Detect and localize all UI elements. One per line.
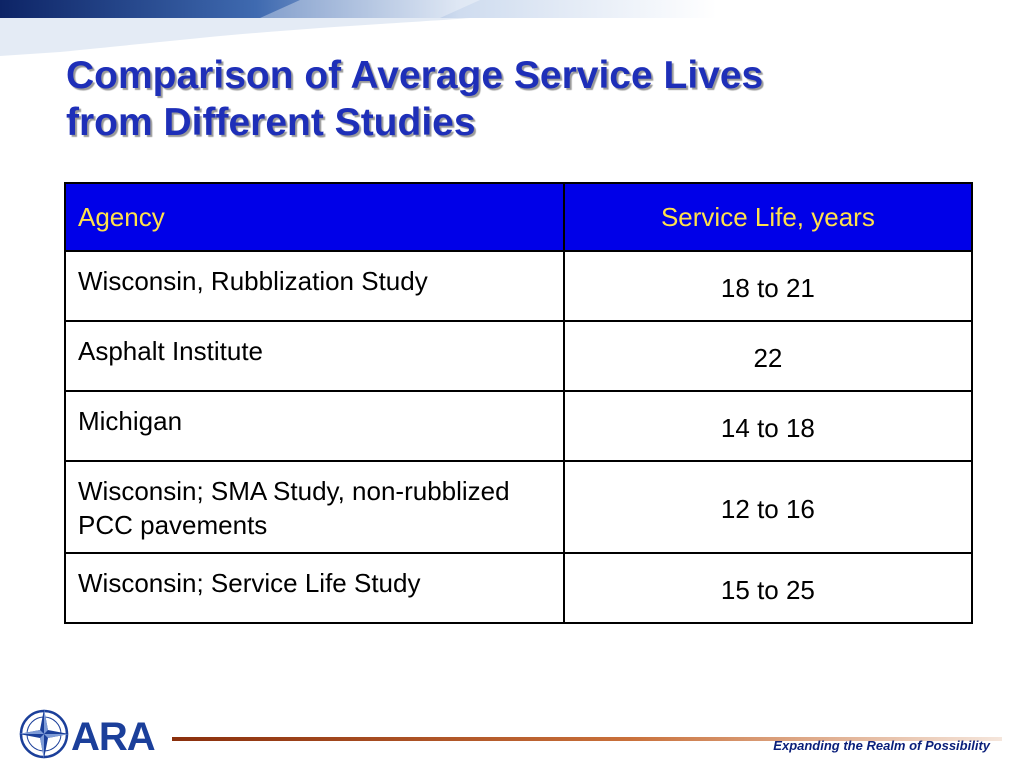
agency-cell: Wisconsin; SMA Study, non-rubblized PCC … [64, 460, 565, 554]
table-row: Wisconsin; Service Life Study 15 to 25 [64, 552, 974, 624]
top-decorative-band [0, 0, 1024, 56]
header-agency: Agency [64, 182, 565, 252]
slide-title: Comparison of Average Service Lives from… [66, 52, 763, 146]
table-row: Wisconsin, Rubblization Study 18 to 21 [64, 250, 974, 322]
header-service-life: Service Life, years [562, 182, 974, 252]
service-life-cell: 14 to 18 [562, 390, 974, 462]
footer-divider-line [172, 737, 1002, 741]
table-header-row: Agency Service Life, years [64, 182, 974, 252]
table-row: Asphalt Institute 22 [64, 320, 974, 392]
ara-logo: ARA [19, 709, 156, 759]
table-row: Wisconsin; SMA Study, non-rubblized PCC … [64, 460, 974, 554]
service-life-cell: 15 to 25 [562, 552, 974, 624]
slide-title-line-1: Comparison of Average Service Lives [66, 54, 764, 97]
service-life-cell: 22 [562, 320, 974, 392]
service-life-cell: 18 to 21 [562, 250, 974, 322]
service-life-cell: 12 to 16 [562, 460, 974, 554]
agency-cell: Wisconsin; Service Life Study [64, 552, 565, 624]
agency-cell: Michigan [64, 390, 565, 462]
ara-logo-text: ARA [71, 715, 155, 759]
slide-title-line-2: from Different Studies [66, 101, 476, 144]
footer-tagline: Expanding the Realm of Possibility [773, 738, 990, 753]
agency-cell: Asphalt Institute [64, 320, 565, 392]
service-life-table: Agency Service Life, years Wisconsin, Ru… [64, 182, 974, 624]
table-row: Michigan 14 to 18 [64, 390, 974, 462]
compass-star-icon [19, 709, 69, 759]
agency-cell: Wisconsin, Rubblization Study [64, 250, 565, 322]
